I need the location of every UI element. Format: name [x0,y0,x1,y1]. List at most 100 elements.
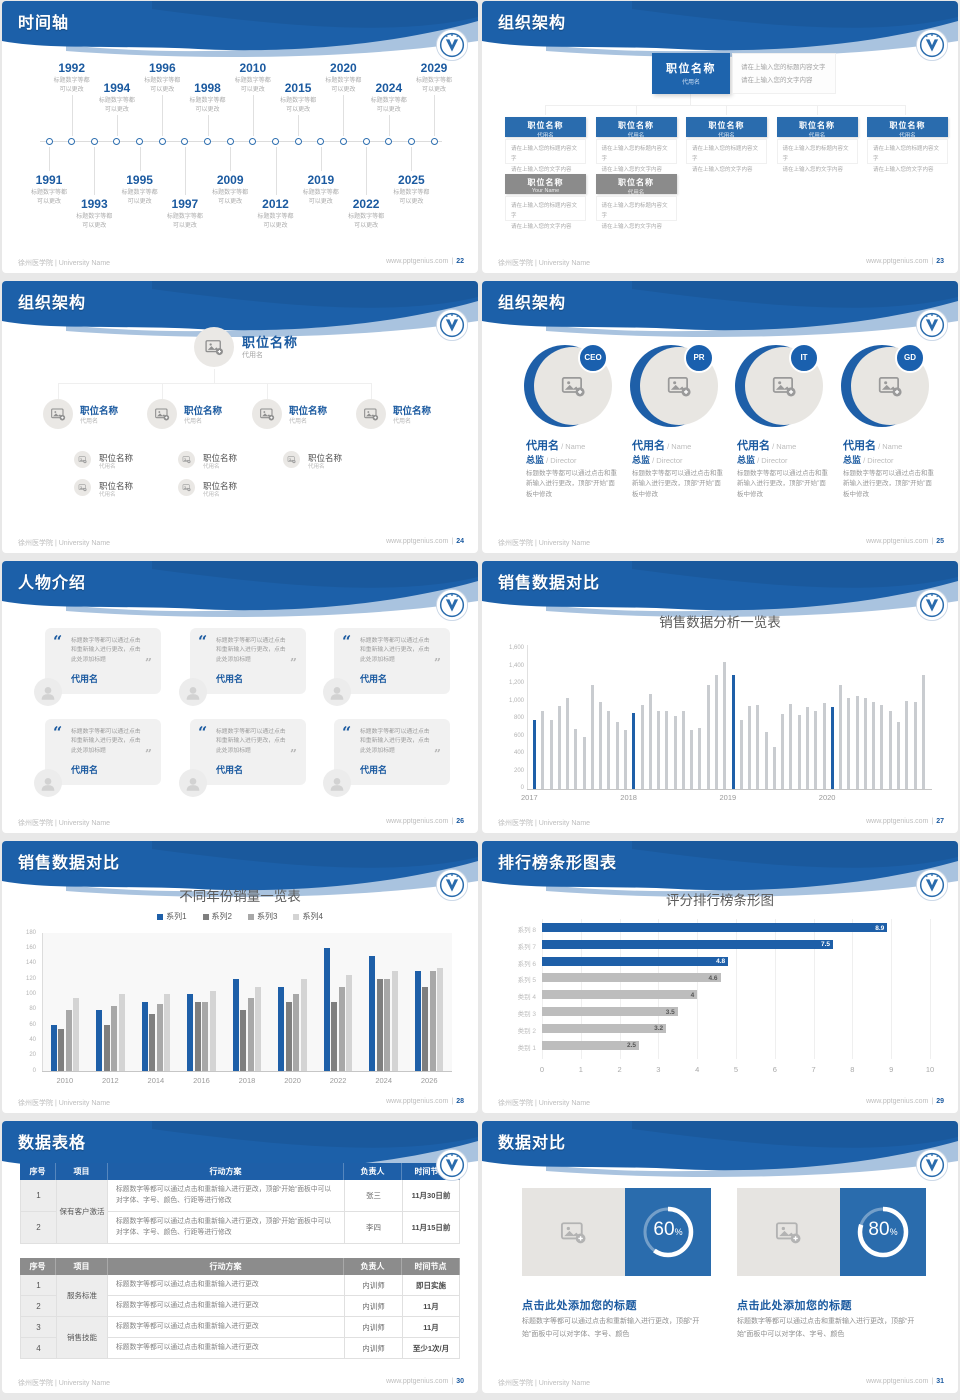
page-number: 30 [456,1378,464,1385]
footer-url: www.pptgenius.com [386,538,449,545]
bar [232,979,239,1071]
footer-url: www.pptgenius.com [386,818,449,825]
progress-ring [852,1201,914,1263]
y-axis-line [527,645,528,789]
y-axis-label: 1,600 [508,645,524,651]
legend-swatch [248,913,254,920]
gridline [736,919,737,1059]
category-label: 类别 2 [517,1027,536,1035]
slide-quotes: 人物介绍 “ 标题数字等都可以通过点击和重新输入进行更改，点击此处添加标题 ” 代用名… [2,561,478,833]
progress-ring [637,1201,699,1263]
bar [698,727,702,790]
timeline-connector [411,147,413,171]
table-header-cell: 行动方案 [108,1258,344,1275]
member-role: 总监 / Director [632,455,683,465]
slide-footer: 徐州医学院 | University Name www.pptgenius.co… [498,258,944,268]
footer-site: www.pptgenius.com | 31 [866,1378,944,1388]
x-axis-label: 2017 [521,793,538,802]
timeline-connector [162,95,164,136]
page-title: 排行榜条形图表 [498,855,618,872]
x-axis-label: 2018 [238,1076,256,1085]
person-icon [184,775,202,793]
page-number: 25 [936,538,944,545]
timeline-connector [298,115,300,136]
footer-site: www.pptgenius.com | 24 [386,538,464,548]
org-root-note: 请在上输入您的标题内容文字 请在上输入您的文字内容 [732,53,836,94]
org-child-circle [178,451,195,468]
org-box-title: 职位名称 [618,177,654,187]
org-box-note: 请在上输入您的标题内容文字 请在上输入您的文字内容 [505,196,586,230]
university-logo-icon [915,868,949,902]
bar [541,711,545,789]
gridline [697,919,699,1059]
open-quote-icon: “ [53,632,63,651]
table-header-cell: 负责人 [344,1258,402,1275]
image-placeholder-icon [204,337,224,357]
image-placeholder-icon [771,373,797,399]
org-connector [371,383,372,401]
footer-school: 徐州医学院 | University Name [498,820,591,827]
table-header-cell: 时间节点 [402,1258,460,1275]
timeline-year: 1992 [58,61,86,75]
org-group-sub: 代用名 [80,419,99,425]
timeline-caption: 标题数字等都 可以更改 [280,98,317,114]
timeline-item: 2022 标题数字等都 可以更改 [338,197,394,231]
org-child-sub: 代用名 [308,464,325,470]
bar [549,719,553,789]
org-box-sub: Your Name [531,187,560,194]
member-role-en: / Director [650,456,683,465]
person-icon [39,775,57,793]
percent-panel: 60% [625,1188,711,1276]
image-placeholder-icon [50,406,66,422]
timeline-dot [204,138,211,145]
bar [615,721,619,789]
bar [657,711,661,789]
slide-footer: 徐州医学院 | University Name www.pptgenius.co… [18,1098,464,1108]
slide-cell-28: 销售数据对比 不同年份销量一览表 系列1 系列2 系列3 系列4 0 20 40 60 80 100… [0,840,480,1120]
university-logo-icon [915,1148,949,1182]
bar [384,979,391,1071]
org-group-circle [43,399,73,429]
close-quote-icon: ” [145,747,152,761]
footer-separator: | [931,538,934,545]
slide-cell-26: 人物介绍 “ 标题数字等都可以通过点击和重新输入进行更改，点击此处添加标题 ” 代用名… [0,560,480,840]
timeline-item: 1997 标题数字等都 可以更改 [157,197,213,231]
bar [300,979,307,1071]
quote-name: 代用名 [360,674,388,684]
bar [293,994,300,1071]
bar [542,923,888,932]
slide-grouped-chart: 销售数据对比 不同年份销量一览表 系列1 系列2 系列3 系列4 0 20 40 60 80 100… [2,841,478,1113]
timeline-connector [366,147,368,195]
footer-url: www.pptgenius.com [866,538,929,545]
quote-text: 标题数字等都可以通过点击和重新输入进行更改，点击此处添加标题 [216,729,286,754]
timeline-item: 2012 标题数字等都 可以更改 [248,197,304,231]
university-logo-icon [435,1148,469,1182]
timeline-year: 1993 [80,197,108,211]
slide-sales-chart: 销售数据对比 销售数据分析一览表 0 200 400 600 800 1,000 1,200 1… [482,561,958,833]
timeline-connector [116,115,118,136]
member-role: 总监 / Director [526,455,577,465]
bar [103,1025,110,1071]
page-number: 31 [936,1378,944,1385]
org-box-title: 职位名称 [618,120,654,130]
timeline-dot [362,138,370,145]
slide-footer: 徐州医学院 | University Name www.pptgenius.co… [498,818,944,828]
quote-name: 代用名 [71,765,99,775]
y-axis-label: 0 [32,1067,36,1074]
member-desc: 标题数字等都可以通过点击和重新输入进行更改，顶部“开始”面板中修改 [843,470,934,498]
bar-value: 4.6 [708,974,718,982]
page-title: 组织架构 [18,295,87,312]
timeline-caption: 标题数字等都 可以更改 [144,78,181,94]
y-axis-label: 140 [25,960,36,967]
footer-url: www.pptgenius.com [866,818,929,825]
bar [715,675,718,790]
timeline-connector [139,147,141,171]
footer-school: 徐州医学院 | University Name [18,260,111,267]
bar [839,684,842,789]
timeline-caption: 标题数字等都 可以更改 [325,78,362,94]
footer-separator: | [451,258,454,265]
footer-separator: | [451,818,454,825]
table-deadline-cell: 11月30日前 [402,1180,460,1212]
footer-url: www.pptgenius.com [386,1098,449,1105]
